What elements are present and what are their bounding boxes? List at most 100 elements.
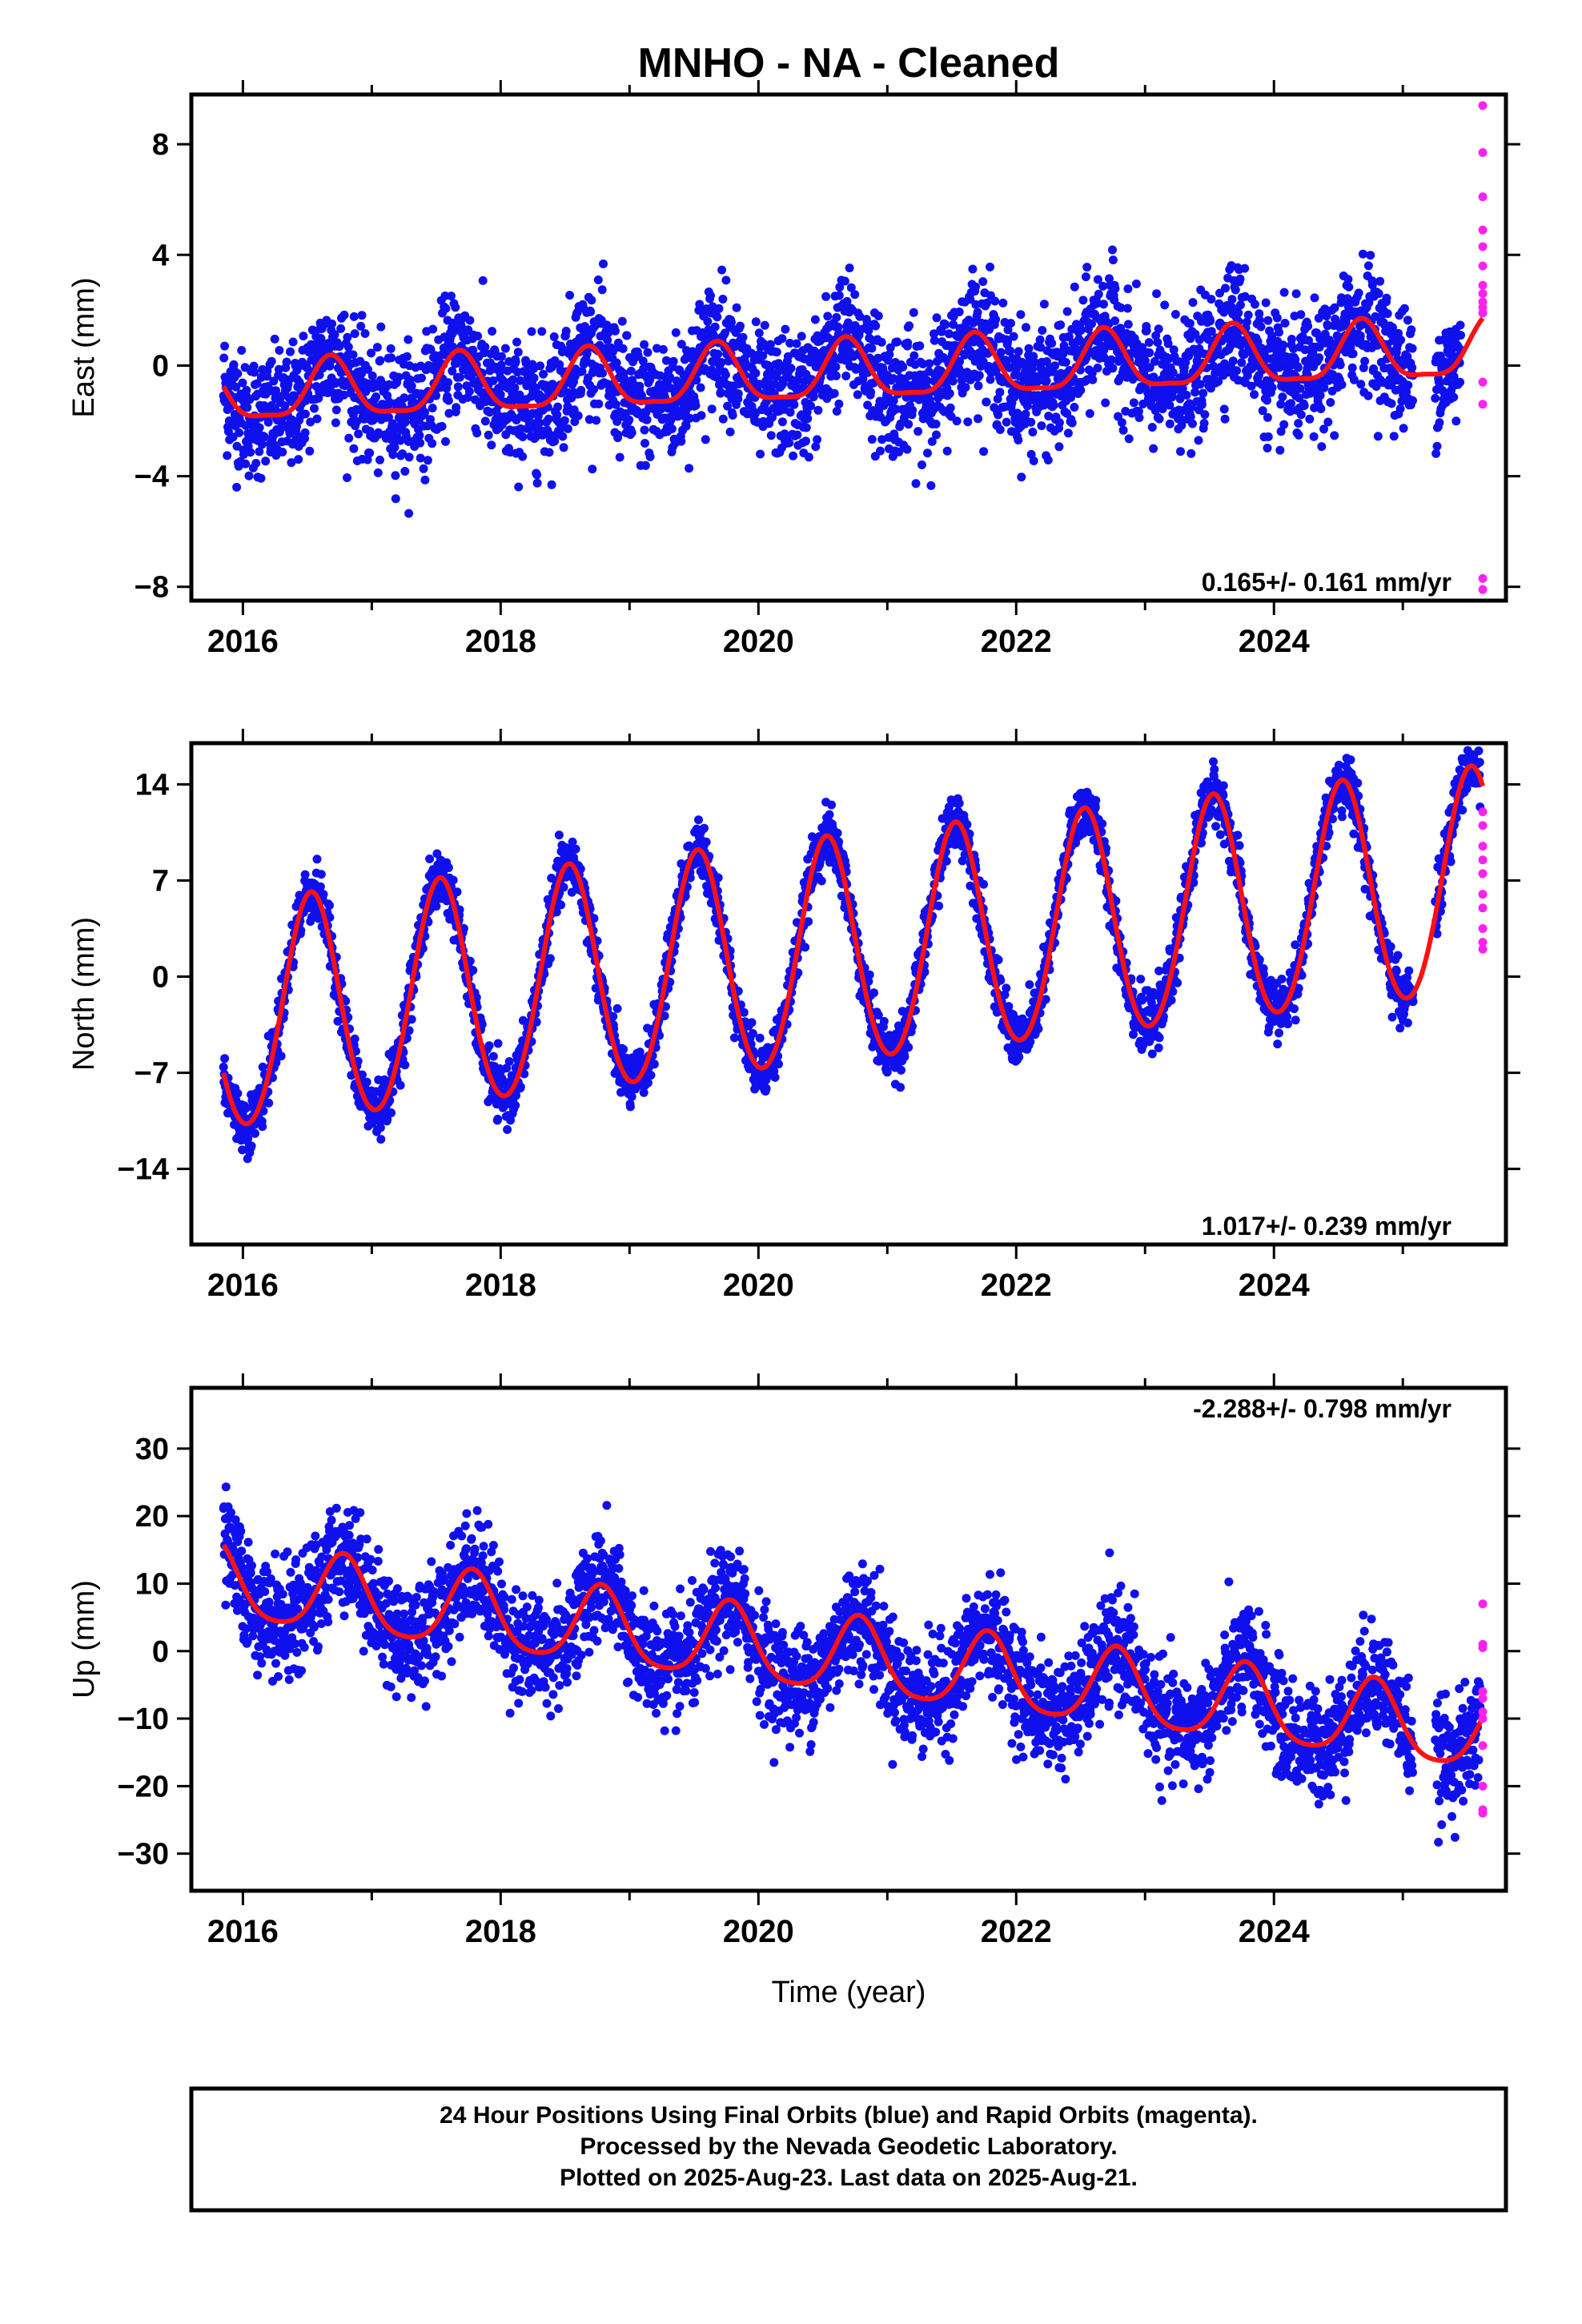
final-orbit-point [904, 420, 913, 429]
final-orbit-point [252, 379, 262, 388]
final-orbit-point [365, 448, 375, 458]
final-orbit-point [394, 372, 404, 382]
final-orbit-point [1403, 316, 1412, 325]
final-orbit-point [1054, 442, 1064, 452]
x-tick-label: 2016 [207, 624, 279, 659]
y-tick-label: 7 [152, 865, 169, 899]
final-orbit-point [645, 375, 655, 384]
final-orbit-point [831, 362, 841, 372]
final-orbit-point [945, 388, 954, 398]
final-orbit-point [1261, 298, 1271, 308]
final-orbit-point [1006, 319, 1015, 328]
final-orbit-point [637, 391, 646, 400]
final-orbit-point [1431, 393, 1440, 403]
final-orbit-point [661, 356, 671, 365]
final-orbit-point [518, 452, 528, 461]
final-orbit-point [267, 356, 276, 366]
rapid-orbit-point [1478, 573, 1488, 583]
final-orbit-point [974, 371, 984, 380]
final-orbit-point [713, 873, 723, 883]
final-orbit-point [1278, 392, 1287, 402]
final-orbit-point [589, 384, 599, 394]
final-orbit-point [1220, 414, 1230, 424]
final-orbit-point [488, 327, 497, 336]
final-orbit-point [597, 285, 607, 295]
final-orbit-point [1099, 300, 1108, 309]
final-orbit-point [721, 370, 730, 380]
final-orbit-point [456, 372, 464, 382]
final-orbit-point [930, 336, 939, 345]
final-orbit-point [714, 304, 724, 313]
final-orbit-point [667, 424, 677, 433]
final-orbit-point [594, 399, 604, 408]
final-orbit-point [941, 320, 950, 329]
final-orbit-point [448, 366, 457, 376]
final-orbit-point [806, 401, 816, 411]
final-orbit-point [1363, 261, 1373, 271]
final-orbit-point [1088, 375, 1098, 384]
rapid-orbit-point [1478, 308, 1488, 318]
final-orbit-point [1039, 300, 1049, 309]
final-orbit-point [1347, 363, 1357, 372]
final-orbit-point [1396, 336, 1406, 344]
final-orbit-point [573, 411, 583, 420]
final-orbit-point [1124, 434, 1134, 444]
final-orbit-point [325, 901, 334, 911]
final-orbit-point [1200, 410, 1210, 420]
rapid-orbit-point [1478, 242, 1488, 251]
final-orbit-point [1435, 418, 1444, 428]
final-orbit-point [250, 368, 259, 377]
final-orbit-point [982, 397, 991, 407]
final-orbit-point [1152, 289, 1162, 299]
final-orbit-point [1067, 418, 1077, 428]
final-orbit-point [792, 339, 801, 348]
final-orbit-point [263, 417, 273, 427]
x-tick-label: 2022 [981, 624, 1052, 659]
final-orbit-point [700, 823, 709, 833]
final-orbit-point [402, 352, 412, 361]
final-orbit-point [893, 337, 902, 347]
final-orbit-point [294, 455, 303, 464]
final-orbit-point [513, 348, 523, 357]
final-orbit-point [1082, 263, 1092, 272]
y-tick-label: 0 [152, 961, 169, 995]
final-orbit-point [386, 344, 396, 353]
final-orbit-point [391, 494, 400, 504]
final-orbit-point [1199, 388, 1208, 398]
final-orbit-point [873, 312, 883, 320]
final-orbit-point [942, 446, 952, 456]
final-orbit-point [1037, 421, 1046, 431]
final-orbit-point [1165, 419, 1174, 428]
final-orbit-point [701, 837, 711, 846]
final-orbit-point [1056, 320, 1066, 330]
final-orbit-point [231, 382, 241, 392]
final-orbit-point [1006, 346, 1015, 356]
final-orbit-point [357, 368, 367, 378]
final-orbit-point [363, 364, 372, 374]
final-orbit-point [1106, 355, 1116, 364]
final-orbit-point [400, 393, 409, 403]
final-orbit-point [480, 342, 490, 352]
final-orbit-point [1250, 390, 1259, 400]
final-orbit-point [278, 448, 287, 456]
final-orbit-point [587, 296, 596, 305]
final-orbit-point [348, 350, 358, 360]
final-orbit-point [995, 425, 1005, 434]
y-tick-label: −8 [135, 571, 169, 605]
final-orbit-point [255, 447, 264, 456]
rapid-orbit-point [1478, 280, 1488, 290]
final-orbit-point [376, 322, 386, 332]
rapid-orbit-point [1478, 148, 1488, 158]
final-orbit-point [257, 440, 267, 449]
final-orbit-point [1207, 295, 1216, 304]
final-orbit-point [877, 337, 886, 347]
final-orbit-point [1047, 339, 1057, 348]
final-orbit-point [612, 416, 622, 426]
final-orbit-point [387, 1108, 396, 1118]
final-orbit-point [733, 389, 743, 399]
final-orbit-point [728, 411, 737, 420]
final-orbit-point [974, 414, 982, 424]
final-orbit-point [447, 292, 456, 301]
final-orbit-point [441, 304, 451, 313]
final-orbit-point [963, 417, 973, 427]
